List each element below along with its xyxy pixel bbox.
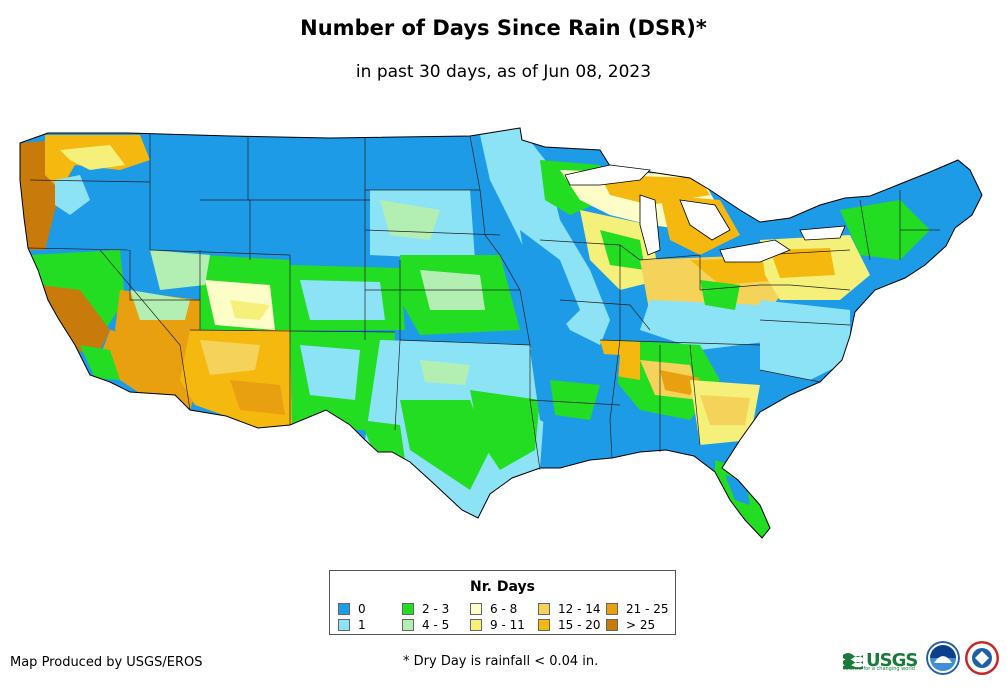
legend-item: 4 - 5 — [402, 617, 470, 633]
usgs-tagline: science for a changing world — [843, 666, 915, 672]
legend-label: 6 - 8 — [490, 602, 518, 616]
legend-label: > 25 — [626, 618, 656, 632]
legend-label: 4 - 5 — [422, 618, 450, 632]
map-subtitle: in past 30 days, as of Jun 08, 2023 — [355, 62, 652, 82]
legend-swatch — [402, 619, 414, 631]
legend-swatch — [538, 619, 550, 631]
legend-item: 21 - 25 — [606, 601, 676, 617]
dry-day-note: * Dry Day is rainfall < 0.04 in. — [403, 654, 599, 669]
agency-logos: USGS science for a changing world — [843, 639, 1003, 681]
legend-item: 9 - 11 — [470, 617, 538, 633]
legend-swatch — [402, 603, 414, 615]
usgs-logo: USGS — [843, 645, 918, 675]
legend-item: 0 — [338, 601, 402, 617]
legend-label: 9 - 11 — [490, 618, 525, 632]
legend-title: Nr. Days — [470, 579, 535, 595]
dsr-fill — [20, 128, 982, 538]
legend-swatch — [606, 619, 618, 631]
legend-item: 2 - 3 — [402, 601, 470, 617]
legend-swatch — [538, 603, 550, 615]
legend-label: 21 - 25 — [626, 602, 669, 616]
legend-label: 15 - 20 — [558, 618, 601, 632]
legend-label: 0 — [358, 602, 366, 616]
legend-swatch — [338, 603, 350, 615]
legend-item: 6 - 8 — [470, 601, 538, 617]
credit-text: Map Produced by USGS/EROS — [10, 655, 203, 670]
nws-logo-icon — [965, 641, 999, 675]
map-title: Number of Days Since Rain (DSR)* — [300, 16, 707, 40]
legend-swatch — [606, 603, 618, 615]
legend-label: 1 — [358, 618, 366, 632]
noaa-logo-icon — [926, 641, 960, 675]
legend-grid: 0 1 2 - 3 4 - 5 6 - 8 9 - 11 12 - 14 15 — [338, 601, 676, 633]
legend-item: 1 — [338, 617, 402, 633]
legend-label: 12 - 14 — [558, 602, 601, 616]
legend-item: 12 - 14 — [538, 601, 606, 617]
legend-item: > 25 — [606, 617, 676, 633]
usgs-wave-icon — [843, 653, 863, 669]
legend: Nr. Days 0 1 2 - 3 4 - 5 6 - 8 9 - 11 12 — [329, 570, 676, 635]
legend-label: 2 - 3 — [422, 602, 450, 616]
legend-swatch — [470, 603, 482, 615]
state-boundaries — [27, 133, 940, 471]
great-lakes — [564, 164, 846, 263]
legend-swatch — [338, 619, 350, 631]
legend-swatch — [470, 619, 482, 631]
usgs-wordmark: USGS — [866, 649, 918, 671]
legend-item: 15 - 20 — [538, 617, 606, 633]
